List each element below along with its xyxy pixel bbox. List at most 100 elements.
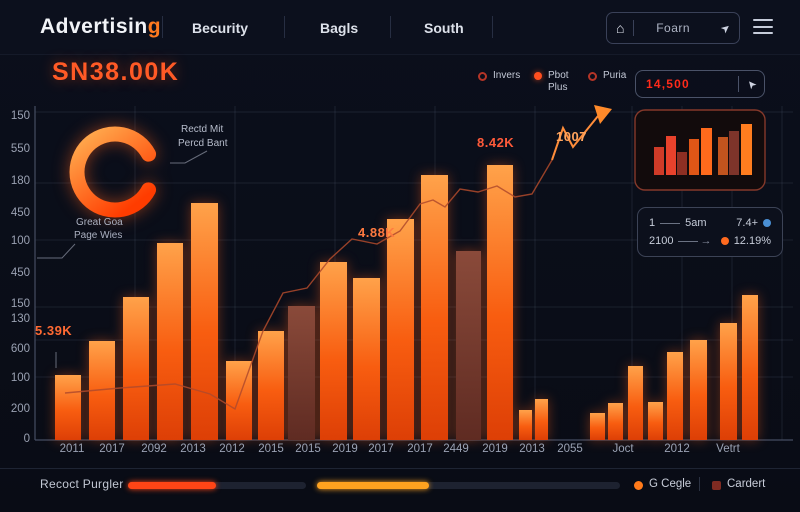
- y-axis-tick: 150: [11, 110, 30, 122]
- x-axis-tick: 2013: [519, 443, 545, 455]
- value-input-text[interactable]: 14,500: [646, 77, 690, 91]
- toolbar-action-box[interactable]: ⌂ Foarn ➤: [606, 12, 740, 44]
- progress-fill: [317, 482, 429, 489]
- nav-item-bagls[interactable]: Bagls: [320, 20, 359, 36]
- legend-item-puria[interactable]: Puria: [588, 70, 626, 82]
- cursor-icon[interactable]: ➤: [744, 76, 760, 92]
- nav-divider: [162, 16, 163, 38]
- nav-item-south[interactable]: South: [424, 20, 464, 36]
- app-logo-accent: g: [147, 15, 162, 38]
- compare-mid: 5am: [685, 217, 707, 229]
- bar: [123, 297, 149, 440]
- x-axis-tick: 2015: [258, 443, 284, 455]
- x-axis-tick: 2015: [295, 443, 321, 455]
- compare-value: 7.4+: [736, 217, 758, 229]
- nav-item-becurity[interactable]: Becurity: [192, 20, 249, 36]
- y-axis-tick: 100: [11, 235, 30, 247]
- legend-item-pbot-plus[interactable]: Pbot Plus: [534, 70, 580, 93]
- bar: [258, 331, 284, 440]
- chart-annotation: Great Goa: [76, 217, 123, 228]
- arrow-right-icon: →: [700, 235, 712, 247]
- send-icon[interactable]: ➤: [718, 20, 734, 36]
- progress-track: [128, 482, 306, 489]
- donut-chart: [69, 126, 157, 218]
- chart-annotation: 1007: [556, 129, 587, 144]
- nav-divider: [492, 16, 493, 38]
- divider: [633, 20, 635, 36]
- footer-legend-label-1: G Cegle: [649, 478, 692, 490]
- app-logo-text: Advertisin: [40, 15, 148, 38]
- compare-left: 2100: [649, 235, 674, 247]
- legend-item-invers[interactable]: Invers: [478, 70, 520, 82]
- mini-bar: [718, 137, 728, 175]
- chart-annotation: Rectd Mit: [181, 124, 223, 135]
- x-axis-tick: 2017: [99, 443, 125, 455]
- bar: [191, 203, 218, 440]
- comparison-row-2: 2100 → 12.19%: [649, 235, 771, 247]
- footer-legend-label-2: Cardert: [727, 478, 766, 490]
- menu-icon[interactable]: [753, 19, 773, 34]
- x-axis-tick: 2055: [557, 443, 583, 455]
- footer-divider: [0, 468, 800, 469]
- y-axis-tick: 450: [11, 267, 30, 279]
- mini-bar: [677, 152, 687, 175]
- trend-arrow-icon: [594, 105, 612, 124]
- mini-bar: [741, 124, 752, 175]
- trend-line-highlight: [551, 115, 599, 161]
- bar: [667, 352, 683, 440]
- bar: [55, 375, 81, 440]
- chart-annotation: Page Wies: [74, 230, 122, 241]
- primary-stat-value: SN38.00K: [52, 58, 180, 86]
- bar: [421, 175, 448, 440]
- mini-bar: [666, 136, 676, 175]
- mini-bar: [701, 128, 712, 175]
- progress-fill: [128, 482, 216, 489]
- home-icon[interactable]: ⌂: [616, 20, 625, 36]
- x-axis-tick: 2019: [332, 443, 358, 455]
- top-navigation-bar: Advertising Becurity Bagls South ⌂ Foarn…: [0, 0, 800, 55]
- bar: [535, 399, 548, 440]
- dash-line: [660, 222, 681, 224]
- value-input[interactable]: 14,500 ➤: [635, 70, 765, 98]
- bar: [608, 403, 623, 440]
- bar: [720, 323, 737, 440]
- x-axis-tick: 2449: [443, 443, 469, 455]
- x-axis-tick: 2017: [407, 443, 433, 455]
- dash-line: [678, 240, 699, 242]
- nav-divider: [284, 16, 285, 38]
- bar: [288, 306, 315, 440]
- bar: [519, 410, 532, 440]
- legend-label: Puria: [603, 70, 627, 81]
- footer-label: Recoct Purgler: [40, 477, 124, 491]
- chart-annotation: 4.88K: [358, 225, 395, 240]
- orange-dot-icon: [720, 237, 729, 245]
- comparison-card: 1 5am 7.4+ 2100 → 12.19%: [637, 207, 783, 257]
- bar: [157, 243, 183, 440]
- y-axis-tick: 180: [11, 175, 30, 187]
- y-axis-tick: 600: [11, 343, 30, 355]
- bar: [742, 295, 758, 440]
- toolbar-label: Foarn: [656, 21, 691, 35]
- mini-bar: [729, 131, 739, 175]
- app-logo[interactable]: Advertising: [40, 15, 161, 39]
- bar: [387, 219, 414, 440]
- mini-bar: [689, 139, 699, 175]
- divider: [699, 477, 700, 491]
- legend-label: Invers: [493, 70, 521, 81]
- nav-divider: [390, 16, 391, 38]
- compare-value: 12.19%: [733, 235, 771, 247]
- mini-bar: [654, 147, 664, 175]
- legend-filled-dot-icon: [534, 72, 542, 80]
- progress-track: [317, 482, 620, 489]
- bar: [320, 262, 347, 440]
- bar: [628, 366, 643, 440]
- y-axis-tick: 200: [11, 403, 30, 415]
- x-axis-tick: 2011: [60, 443, 85, 455]
- x-axis-tick: 2012: [219, 443, 245, 455]
- bar: [648, 402, 663, 440]
- bar: [353, 278, 380, 440]
- connector-line: [170, 150, 208, 164]
- y-axis-tick: 550: [11, 143, 30, 155]
- bar: [487, 165, 513, 440]
